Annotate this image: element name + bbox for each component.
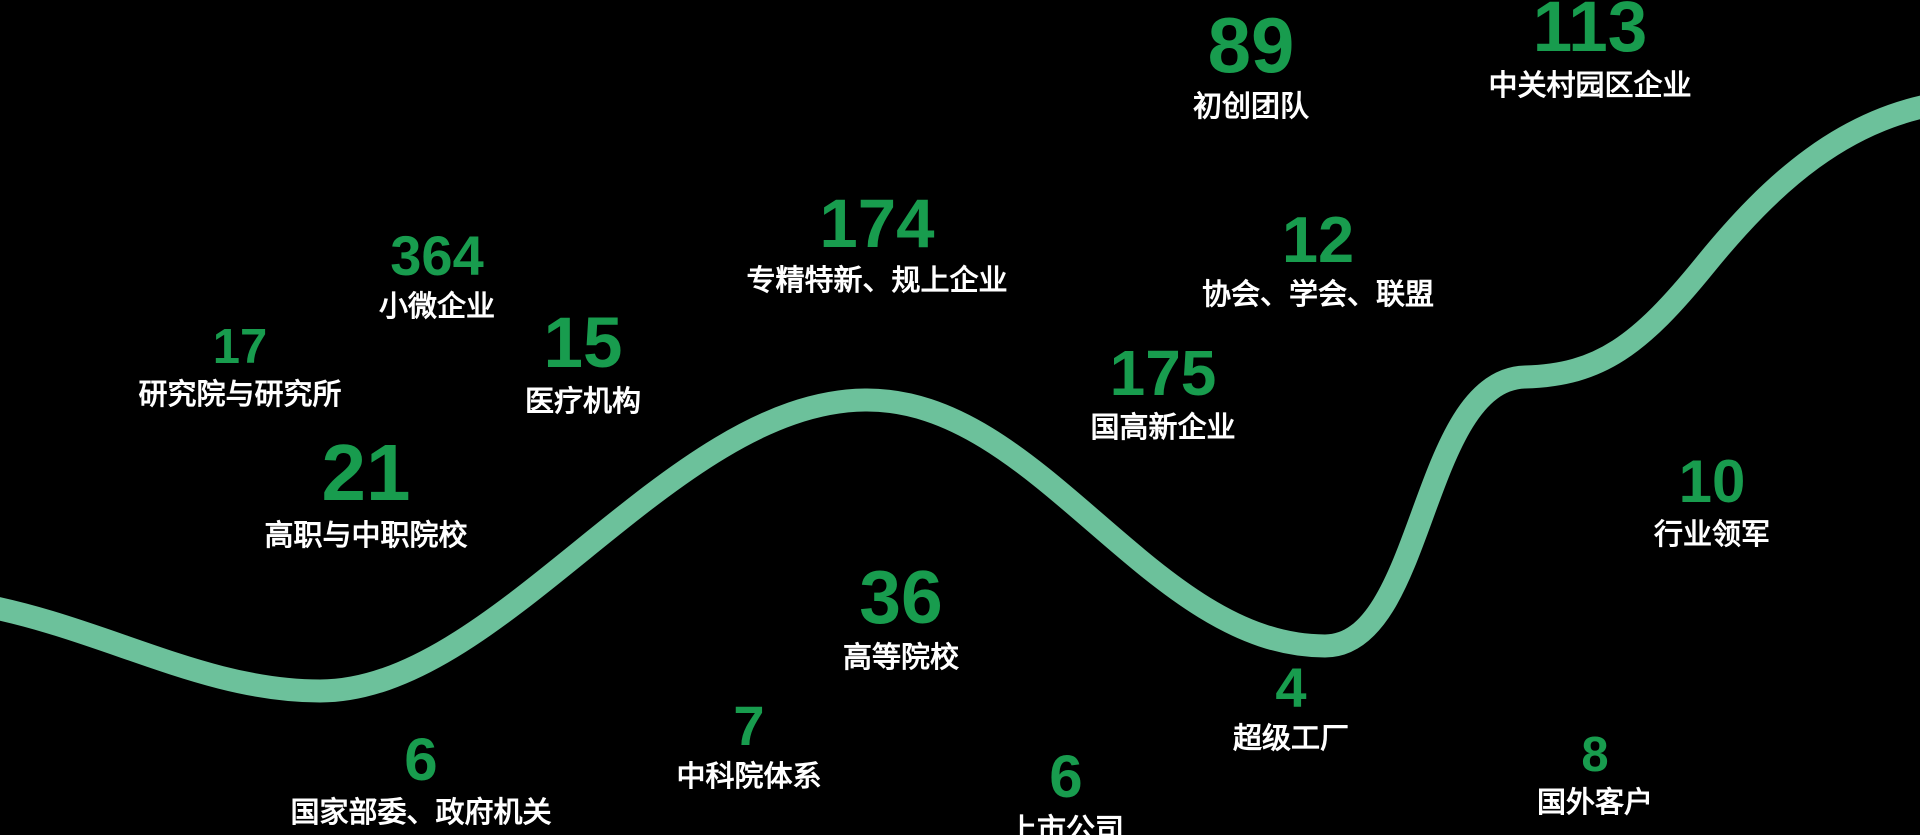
stat-value: 113: [1532, 0, 1648, 67]
stat-value: 8: [1581, 728, 1609, 782]
stat-research-institutes: 17 研究院与研究所: [138, 323, 341, 412]
stat-label: 超级工厂: [1232, 723, 1350, 755]
stat-label: 中关村园区企业: [1488, 70, 1692, 102]
trend-curve-path: [0, 95, 1920, 703]
stat-super-factories: 4 超级工厂: [1233, 660, 1349, 756]
stat-industry-leaders: 10 行业领军: [1654, 452, 1770, 552]
stat-label: 专精特新、规上企业: [746, 265, 1008, 297]
stat-value: 174: [819, 185, 935, 262]
stat-value: 17: [212, 320, 268, 374]
stat-value: 175: [1109, 337, 1217, 409]
stat-label: 国高新企业: [1090, 412, 1236, 444]
stat-government-agencies: 6 国家部委、政府机关: [290, 730, 551, 830]
stat-zgc-park-enterprises: 113 中关村园区企业: [1488, 0, 1691, 103]
stat-cas-system: 7 中科院体系: [676, 698, 821, 794]
stat-value: 12: [1281, 203, 1355, 276]
stat-medical-institutions: 15 医疗机构: [525, 308, 641, 419]
stat-label: 小微企业: [378, 291, 496, 323]
stat-label: 行业领军: [1653, 519, 1771, 551]
stat-value: 21: [321, 428, 411, 517]
stat-startup-teams: 89 初创团队: [1193, 6, 1309, 124]
stat-label: 国家部委、政府机关: [290, 797, 552, 829]
stat-label: 医疗机构: [524, 386, 642, 418]
stat-value: 89: [1207, 1, 1295, 89]
stat-label: 初创团队: [1192, 91, 1310, 123]
stat-label: 高等院校: [842, 642, 960, 674]
stat-label: 中科院体系: [676, 761, 822, 793]
stat-specialized-new-enterprises: 174 专精特新、规上企业: [746, 189, 1007, 298]
stat-national-hightech-enterprises: 175 国高新企业: [1090, 341, 1235, 445]
stat-value: 6: [1049, 743, 1083, 810]
stat-overseas-clients: 8 国外客户: [1537, 731, 1653, 820]
stat-listed-companies: 6 上市公司: [1008, 747, 1124, 835]
stat-higher-education: 36 高等院校: [843, 560, 959, 675]
stat-value: 36: [859, 555, 943, 639]
stat-vocational-colleges: 21 高职与中职院校: [264, 433, 467, 553]
stat-value: 6: [404, 726, 438, 793]
stat-value: 4: [1275, 656, 1307, 719]
stat-value: 364: [390, 224, 484, 287]
stat-value: 15: [543, 304, 623, 383]
stat-label: 高职与中职院校: [264, 520, 468, 552]
stat-value: 7: [733, 694, 765, 757]
stat-label: 上市公司: [1007, 814, 1125, 835]
stat-value: 10: [1678, 448, 1746, 515]
stat-label: 研究院与研究所: [138, 379, 342, 411]
stat-small-micro-enterprises: 364 小微企业: [379, 228, 495, 324]
stat-label: 国外客户: [1536, 787, 1654, 819]
stat-label: 协会、学会、联盟: [1201, 279, 1435, 311]
stat-associations-alliances: 12 协会、学会、联盟: [1202, 207, 1434, 312]
